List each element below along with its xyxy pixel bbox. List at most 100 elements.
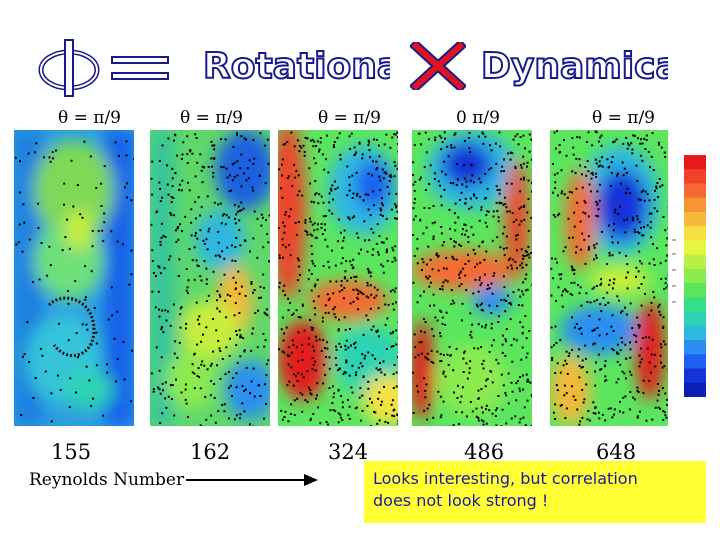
tracer-particle	[480, 388, 483, 390]
tracer-particle	[503, 226, 506, 229]
tracer-particle	[641, 159, 644, 162]
tracer-particle	[440, 148, 443, 151]
tracer-particle	[171, 185, 174, 187]
tracer-particle	[254, 311, 257, 314]
tracer-particle	[343, 371, 346, 374]
tracer-particle	[640, 283, 643, 285]
tracer-particle	[252, 237, 255, 240]
tracer-particle	[314, 360, 317, 363]
tracer-particle	[357, 366, 360, 369]
tracer-particle	[319, 137, 322, 139]
tracer-particle	[341, 419, 344, 422]
tracer-particle	[326, 245, 329, 248]
tracer-particle	[495, 358, 498, 361]
tracer-particle	[490, 327, 493, 330]
tracer-particle	[593, 246, 596, 249]
tracer-particle	[563, 384, 566, 387]
tracer-particle	[610, 325, 613, 328]
tracer-particle	[583, 398, 586, 401]
tracer-particle	[527, 229, 530, 232]
tracer-particle	[178, 258, 181, 261]
tracer-particle	[354, 407, 357, 410]
tracer-particle	[482, 142, 485, 145]
tracer-particle	[654, 406, 657, 409]
tracer-particle	[429, 258, 432, 261]
tracer-particle	[346, 165, 349, 168]
tracer-particle	[352, 288, 355, 291]
tracer-particle	[311, 223, 314, 226]
tracer-particle	[595, 214, 598, 217]
tracer-particle	[382, 241, 385, 244]
tracer-particle	[453, 146, 456, 149]
tracer-particle	[648, 361, 651, 364]
tracer-particle	[17, 241, 20, 244]
tracer-particle	[228, 190, 231, 193]
tracer-particle	[635, 164, 638, 167]
tracer-particle	[526, 378, 529, 381]
tracer-particle	[423, 331, 426, 334]
tracer-particle	[152, 272, 155, 274]
tracer-particle	[619, 349, 622, 352]
tracer-particle	[343, 276, 346, 279]
reynolds-value-162: 162	[190, 440, 231, 464]
tracer-particle	[462, 267, 465, 270]
tracer-particle	[194, 200, 197, 203]
tracer-particle	[125, 182, 128, 185]
tracer-particle	[158, 369, 161, 372]
tracer-particle	[317, 295, 320, 298]
tracer-particle	[562, 250, 565, 253]
tracer-particle	[420, 341, 423, 344]
tracer-particle	[480, 208, 483, 211]
tracer-particle	[611, 241, 614, 244]
tracer-particle	[637, 137, 639, 140]
tracer-particle	[367, 193, 370, 196]
tracer-particle	[182, 141, 185, 144]
tracer-particle	[486, 225, 489, 228]
tracer-particle	[228, 386, 230, 389]
tracer-particle	[580, 332, 583, 335]
tracer-particle	[450, 303, 453, 305]
tracer-particle	[485, 214, 488, 217]
tracer-particle	[161, 382, 164, 385]
tracer-particle	[317, 202, 320, 205]
tracer-particle	[226, 176, 229, 179]
tracer-particle	[575, 157, 578, 160]
tracer-particle	[341, 246, 344, 249]
tracer-particle	[170, 398, 173, 401]
tracer-particle	[571, 316, 573, 319]
tracer-particle	[151, 193, 154, 196]
tracer-particle	[240, 336, 243, 339]
tracer-particle	[250, 282, 253, 285]
tracer-particle	[578, 292, 581, 295]
tracer-particle	[31, 281, 34, 283]
tracer-particle	[431, 328, 434, 331]
tracer-particle	[394, 245, 397, 248]
tracer-particle	[302, 376, 305, 379]
tracer-particle	[601, 165, 604, 168]
tracer-particle	[490, 322, 493, 325]
tracer-particle	[178, 183, 181, 186]
tracer-particle	[195, 137, 198, 139]
tracer-particle	[322, 215, 325, 218]
tracer-particle	[626, 263, 629, 266]
tracer-particle	[213, 201, 216, 204]
tracer-particle	[420, 330, 422, 333]
tracer-particle	[637, 324, 640, 327]
tracer-particle	[180, 158, 183, 160]
tracer-particle	[130, 249, 133, 252]
tracer-particle	[658, 303, 661, 306]
tracer-particle	[185, 322, 188, 325]
tracer-particle	[518, 387, 521, 390]
tracer-particle	[488, 287, 491, 290]
tracer-particle	[584, 262, 587, 265]
tracer-particle	[553, 173, 556, 176]
tracer-particle	[157, 265, 160, 268]
tracer-particle	[267, 162, 270, 165]
tracer-particle	[569, 292, 572, 295]
tracer-particle	[636, 231, 639, 233]
tracer-particle	[439, 335, 442, 338]
tracer-particle	[385, 251, 388, 254]
tracer-particle	[315, 394, 318, 397]
tracer-particle	[597, 165, 600, 168]
tracer-particle	[90, 404, 93, 407]
